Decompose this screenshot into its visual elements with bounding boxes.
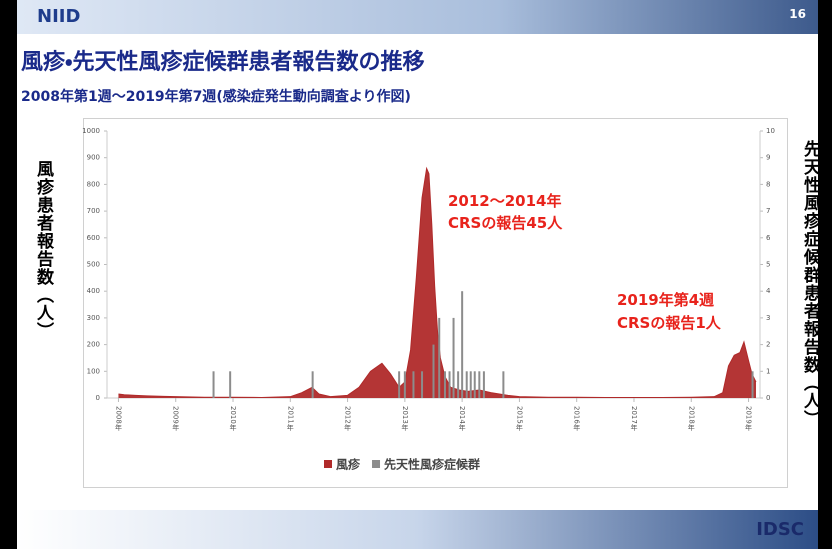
annotation: 2019年第4週	[617, 291, 714, 309]
slide: NIID 16 風疹・先天性風疹症候群患者報告数の推移 2008年第1週〜201…	[17, 0, 820, 549]
y2-tick-label: 2	[766, 341, 770, 349]
bar	[311, 371, 314, 398]
bar	[403, 371, 406, 398]
bar	[461, 291, 464, 398]
y2-tick-label: 4	[766, 287, 771, 295]
bar	[473, 371, 476, 398]
subtitle: 2008年第1週〜2019年第7週(感染症発生動向調査より作図)	[21, 89, 411, 105]
bar	[421, 371, 424, 398]
y2-axis-label: 先天性風疹症候群患者報告数（人）	[800, 140, 820, 428]
legend-swatch	[324, 460, 332, 468]
y-tick-label: 300	[87, 314, 100, 322]
y-tick-label: 200	[87, 341, 100, 349]
x-tick-label: 2018年	[687, 406, 695, 432]
bar	[438, 317, 441, 398]
legend-label: 先天性風疹症候群	[384, 457, 480, 472]
bar	[751, 371, 754, 398]
y-axis-label: 風疹患者報告数（人）	[33, 160, 53, 340]
bar	[443, 371, 446, 398]
bar	[502, 371, 505, 398]
x-tick-label: 2019年	[745, 406, 753, 432]
bar	[432, 344, 435, 398]
area-line	[118, 166, 757, 398]
footer-logo: IDSC	[756, 519, 804, 540]
bar	[412, 371, 415, 398]
y-tick-label: 700	[87, 207, 100, 215]
y2-tick-label: 7	[766, 207, 770, 215]
annotation: CRSの報告1人	[617, 314, 722, 332]
y-tick-label: 600	[87, 234, 100, 242]
bar	[452, 317, 455, 398]
x-tick-label: 2014年	[458, 406, 466, 432]
x-tick-label: 2008年	[114, 406, 122, 432]
x-tick-label: 2017年	[630, 406, 638, 432]
bar	[465, 371, 468, 398]
y-tick-label: 800	[87, 180, 100, 188]
y-tick-label: 100	[87, 367, 100, 375]
x-tick-label: 2011年	[286, 406, 294, 432]
bar	[457, 371, 460, 398]
legend-label: 風疹	[336, 457, 360, 472]
x-tick-label: 2016年	[573, 406, 581, 432]
bar	[469, 371, 472, 398]
page-number: 16	[789, 7, 806, 21]
top-bar	[17, 0, 818, 34]
y2-tick-label: 10	[766, 127, 775, 135]
title: 風疹・先天性風疹症候群患者報告数の推移	[21, 50, 425, 75]
y2-tick-label: 1	[766, 367, 770, 375]
bar	[482, 371, 485, 398]
y-tick-label: 500	[87, 261, 100, 269]
x-tick-label: 2012年	[344, 406, 352, 432]
bar	[398, 371, 401, 398]
y-tick-label: 0	[96, 394, 100, 402]
x-tick-label: 2009年	[172, 406, 180, 432]
x-tick-label: 2013年	[401, 406, 409, 432]
y2-tick-label: 0	[766, 394, 770, 402]
y2-tick-label: 8	[766, 180, 770, 188]
annotation: CRSの報告45人	[448, 214, 563, 232]
area-fill	[118, 168, 756, 398]
y-tick-label: 400	[87, 287, 100, 295]
bottom-bar	[17, 510, 818, 549]
y-tick-label: 900	[87, 154, 100, 162]
y2-tick-label: 9	[766, 154, 770, 162]
logo: NIID	[37, 6, 81, 27]
legend-swatch	[372, 460, 381, 468]
annotation: 2012〜2014年	[448, 192, 562, 210]
bar	[229, 371, 232, 398]
y2-tick-label: 3	[766, 314, 770, 322]
x-tick-label: 2015年	[515, 406, 523, 432]
bar	[448, 371, 451, 398]
y2-tick-label: 6	[766, 234, 771, 242]
y2-tick-label: 5	[766, 261, 770, 269]
y-tick-label: 1000	[82, 127, 100, 135]
bar	[212, 371, 215, 398]
x-tick-label: 2010年	[229, 406, 237, 432]
bar	[478, 371, 481, 398]
